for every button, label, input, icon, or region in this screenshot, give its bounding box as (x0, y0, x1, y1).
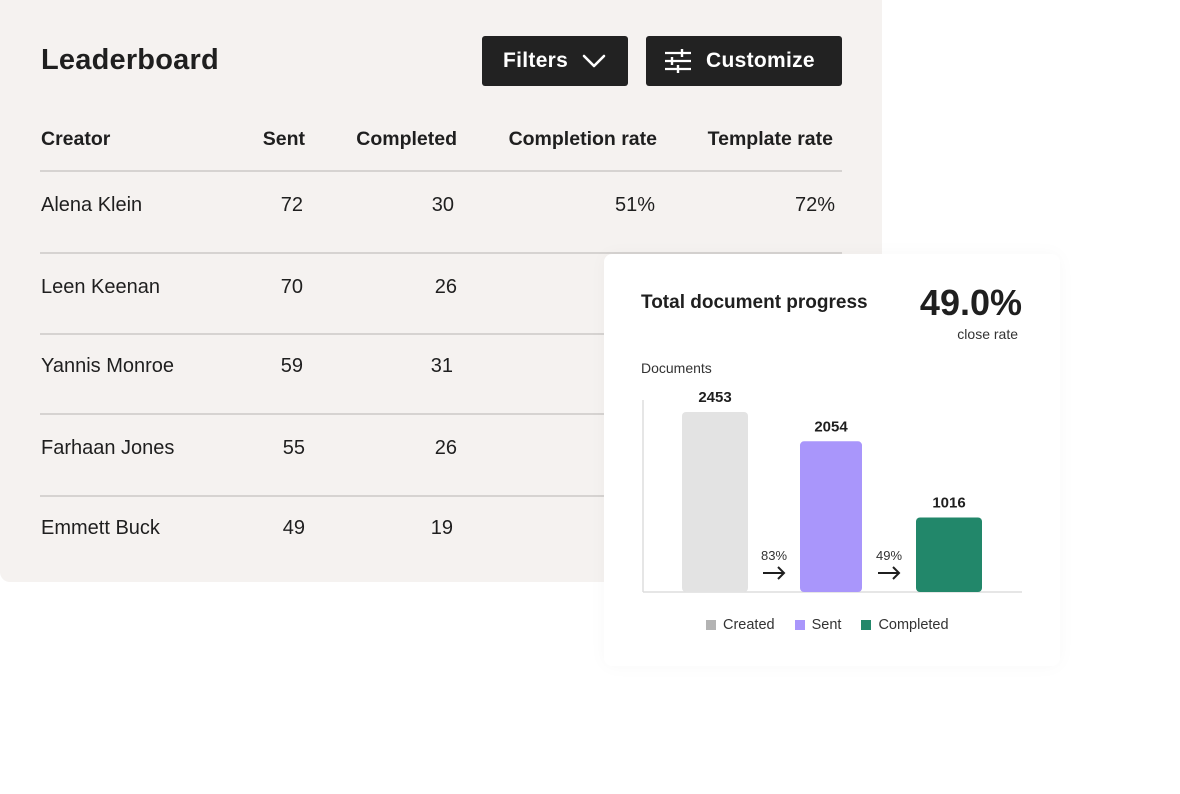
sent-count: 55 (282, 437, 305, 459)
chart-legend: Created Sent Completed (706, 617, 969, 633)
legend-label: Completed (878, 617, 949, 633)
template-rate: 72% (794, 194, 835, 216)
row-divider (40, 413, 842, 415)
completed-count: 26 (434, 437, 457, 459)
bar-created (682, 412, 748, 592)
legend-label: Sent (811, 617, 842, 633)
conversion-rate-label: 49% (876, 548, 902, 563)
legend-swatch (861, 620, 872, 630)
bar-value-label: 1016 (932, 494, 965, 511)
legend-item-created: Created (706, 617, 775, 633)
creator-name: Yannis Monroe (41, 355, 175, 377)
row-divider (40, 333, 842, 335)
legend-item-sent: Sent (794, 617, 842, 633)
completed-count: 30 (431, 194, 454, 216)
bar-value-label: 2453 (698, 389, 731, 406)
card-title: Total document progress (641, 292, 868, 313)
column-header-completed[interactable]: Completed (356, 128, 457, 150)
bar-value-label: 2054 (814, 418, 848, 435)
bar-chart: 2453 2054 1016 83% 49% (642, 389, 1022, 593)
close-rate-value: 49.0% (919, 282, 1022, 323)
filters-button[interactable]: Filters (482, 36, 628, 86)
legend-item-completed: Completed (861, 617, 949, 633)
sent-count: 72 (280, 194, 303, 216)
column-header-creator[interactable]: Creator (41, 128, 111, 150)
creator-name: Emmett Buck (41, 517, 160, 539)
sent-count: 49 (282, 517, 305, 539)
creator-name: Alena Klein (41, 194, 143, 216)
completed-count: 19 (430, 517, 453, 539)
legend-swatch (794, 620, 805, 630)
document-progress-card: Total document progress 49.0% close rate… (604, 254, 1060, 666)
bar-completed (916, 517, 982, 592)
completion-rate: 51% (614, 194, 655, 216)
row-divider (40, 495, 842, 497)
completed-count: 26 (434, 276, 457, 298)
filters-button-label: Filters (503, 49, 569, 72)
header-divider (40, 170, 842, 172)
chart-y-axis-label: Documents (641, 360, 712, 376)
completed-count: 31 (430, 355, 453, 377)
arrow-right-icon (878, 566, 901, 580)
leaderboard-title: Leaderboard (41, 44, 219, 76)
legend-swatch (706, 620, 716, 630)
bar-sent (800, 441, 862, 592)
chevron-down-icon (582, 53, 606, 69)
arrow-right-icon (763, 566, 786, 580)
sliders-icon (664, 48, 692, 74)
row-divider (40, 252, 842, 254)
conversion-rate-label: 83% (761, 548, 787, 563)
creator-name: Leen Keenan (41, 276, 161, 298)
sent-count: 70 (280, 276, 303, 298)
sent-count: 59 (280, 355, 303, 377)
customize-button[interactable]: Customize (646, 36, 842, 86)
column-header-template-rate[interactable]: Template rate (707, 128, 833, 150)
close-rate-label: close rate (957, 326, 1018, 342)
legend-label: Created (723, 617, 775, 633)
column-header-completion-rate[interactable]: Completion rate (508, 128, 657, 150)
creator-name: Farhaan Jones (41, 437, 175, 459)
customize-button-label: Customize (706, 49, 815, 72)
column-header-sent[interactable]: Sent (262, 128, 305, 150)
